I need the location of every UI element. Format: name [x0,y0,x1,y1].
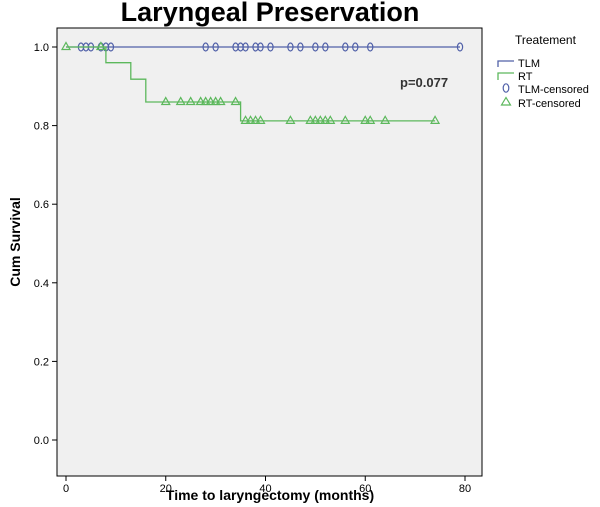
rt-censored-marker [230,96,241,106]
tlm-censored-marker [242,42,249,52]
tlm-censored-marker [107,42,115,52]
rt-censored-marker [245,115,256,124]
rt-censored-marker [95,41,106,51]
x-tick-label: 20 [160,483,172,495]
tlm-censored-marker [257,42,264,52]
axes: 0.0 0.2 0.4 0.6 0.8 1.0 0 20 40 60 80 [34,42,471,495]
legend-title: Treatement [515,33,577,47]
tlm-censored-marker [212,42,219,52]
rt-censored-marker [210,96,221,106]
rt-censored-marker [60,41,72,51]
rt-censored-marker [365,115,376,124]
p-value-annotation: p=0.077 [400,75,448,90]
rt-censored-marker [310,115,321,124]
x-tick-label: 80 [459,483,471,495]
tlm-censored-marker [322,42,329,52]
x-tick-label: 60 [359,483,371,495]
tlm-censored-marker [352,42,359,52]
y-tick-label: 0.4 [34,278,49,290]
y-tick-label: 0.2 [34,356,49,368]
rt-censored-marker [255,115,266,124]
y-tick-label: 1.0 [34,42,49,54]
tlm-censored-marker [456,42,464,52]
legend-tlm-line-icon [497,60,514,67]
chart-title: Laryngeal Preservation [121,0,420,27]
rt-censored-marker [250,115,261,124]
tlm-censored-marker [312,42,319,52]
rt-censored-marker [380,115,391,124]
legend-item-rt: RT [518,71,533,83]
rt-censored-marker [285,115,296,124]
x-tick-label: 40 [259,483,271,495]
rt-censored-marker [205,96,216,106]
y-tick-label: 0.0 [34,435,49,447]
rt-censored-marker [340,115,351,124]
x-axis-label: Time to laryngectomy (months) [166,487,374,503]
rt-censored-marker [195,96,206,106]
legend-tlm-censored-icon [502,83,510,93]
rt-censored-marker [360,115,371,124]
rt-censored-marker [305,115,316,124]
tlm-censored-marker [202,42,209,52]
rt-censored-marker [215,96,226,106]
rt-censored-marker [185,96,196,106]
tlm-censored-marker [342,42,349,52]
legend-rt-censored-icon [500,96,512,106]
y-tick-label: 0.6 [34,199,49,211]
rt-censored-marker [430,115,441,124]
plot-area [56,27,483,477]
rt-survival-line [66,46,436,122]
legend-item-rt-censored: RT-censored [518,98,581,110]
y-tick-label: 0.8 [34,121,49,133]
y-axis-label: Cum Survival [7,197,23,286]
legend-item-tlm: TLM [518,58,540,70]
legend: Treatement TLM RT TLM-censored RT-censor… [497,33,589,110]
legend-item-tlm-censored: TLM-censored [518,84,589,96]
tlm-censored-marker [267,42,274,52]
rt-censored-marker [240,115,251,124]
rt-censored-marker [200,96,211,106]
rt-censored-marker [175,96,186,106]
tlm-censored-marker [287,42,294,52]
rt-censored-marker [325,115,336,124]
rt-censored-marker [315,115,326,124]
rt-censored-marker [320,115,331,124]
x-tick-label: 0 [63,483,69,495]
legend-rt-line-icon [497,72,514,80]
tlm-censored-marker [297,42,304,52]
series-layer [60,41,464,124]
tlm-censored-marker [367,42,374,52]
rt-censored-marker [160,96,171,106]
